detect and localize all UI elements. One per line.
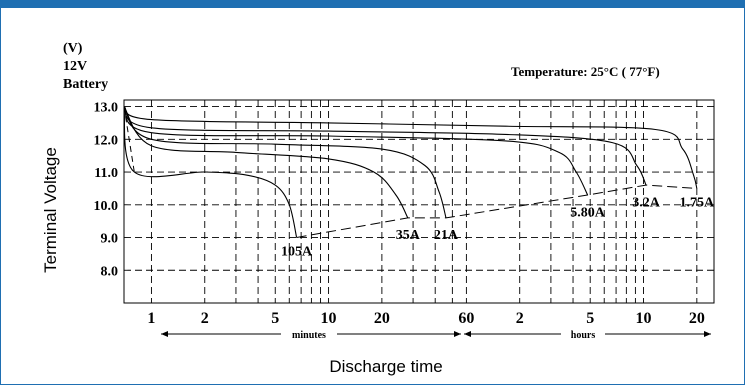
y-tick-label: 12.0 [94,133,119,148]
series-line-35a [123,106,409,219]
x-tick-label: 2 [201,310,209,327]
series-label: 3.2A [632,196,661,211]
series-group [123,106,698,238]
units-label: (V) [63,41,83,56]
series-line-1-75a [123,106,698,189]
series-label: 1.75A [680,196,716,211]
x-tick-label: 5 [586,310,594,327]
battery-line-2: Battery [63,77,108,92]
minutes-label: minutes [292,330,326,341]
x-axis-title: Discharge time [329,357,442,376]
series-line-3-2a [123,106,647,186]
x-tick-label: 20 [689,310,705,327]
y-axis-title: Terminal Voltage [41,147,60,273]
series-label: 5.80A [570,205,606,220]
temperature-label: Temperature: 25°C ( 77°F) [511,64,660,79]
y-tick-label: 9.0 [101,232,119,247]
x-tick-label: 60 [458,310,474,327]
x-tick-label: 5 [271,310,279,327]
plot-area [123,99,715,304]
y-tick-label: 13.0 [94,101,119,116]
x-tick-label: 2 [516,310,524,327]
minutes-bracket: minutes [161,327,461,341]
y-tick-label: 8.0 [101,264,119,279]
battery-line-1: 12V [63,59,87,74]
series-line-105a [123,106,298,238]
hours-label: hours [571,330,596,341]
cutoff-dashed-line [296,184,697,238]
x-tick-label: 10 [321,310,337,327]
x-tick-labels: 1 2 5 10 20 60 2 5 10 20 [147,310,704,327]
y-tick-label: 10.0 [94,199,119,214]
y-tick-label: 11.0 [94,166,118,181]
x-tick-label: 20 [374,310,390,327]
series-line-5-80a [123,106,589,196]
y-tick-labels: 13.0 12.0 11.0 10.0 9.0 8.0 [94,101,119,280]
grid [124,100,714,303]
series-line-21a [123,106,447,219]
series-label: 105A [281,245,313,260]
x-tick-label: 1 [147,310,155,327]
series-label: 21A [434,228,459,243]
hours-bracket: hours [464,327,711,341]
x-tick-label: 10 [636,310,652,327]
series-labels: 105A 35A 21A 5.80A 3.2A 1.75A [281,196,715,260]
initial-dashed-line [123,106,135,173]
header-bar [1,0,745,8]
series-label: 35A [396,228,421,243]
